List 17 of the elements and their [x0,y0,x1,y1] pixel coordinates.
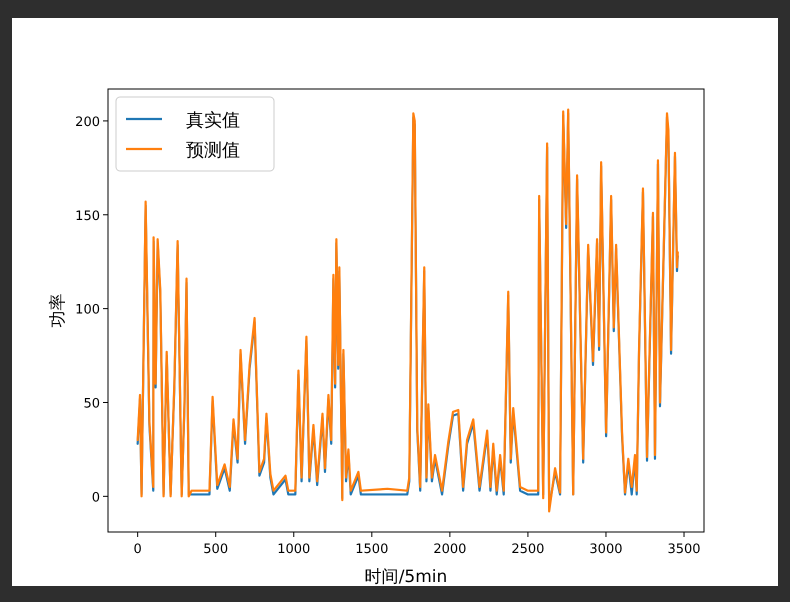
y-tick-label: 200 [75,114,100,130]
y-tick-label: 150 [75,208,100,224]
x-tick-label: 3000 [589,542,623,557]
x-tick-label: 2500 [511,542,544,557]
y-tick-label: 0 [92,490,100,506]
x-tick-label: 1000 [277,542,310,557]
x-tick-label: 3500 [667,542,701,557]
legend-label: 真实值 [186,110,240,131]
legend-label: 预测值 [186,140,240,161]
x-tick-label: 1500 [355,542,388,557]
x-tick-label: 500 [203,542,228,557]
y-tick-label: 100 [75,302,100,318]
x-tick-label: 2000 [433,542,466,557]
y-tick-label: 50 [83,396,100,412]
x-axis-title: 时间/5min [364,567,448,587]
x-tick-label: 0 [134,542,142,557]
y-axis-title: 功率 [48,294,68,328]
